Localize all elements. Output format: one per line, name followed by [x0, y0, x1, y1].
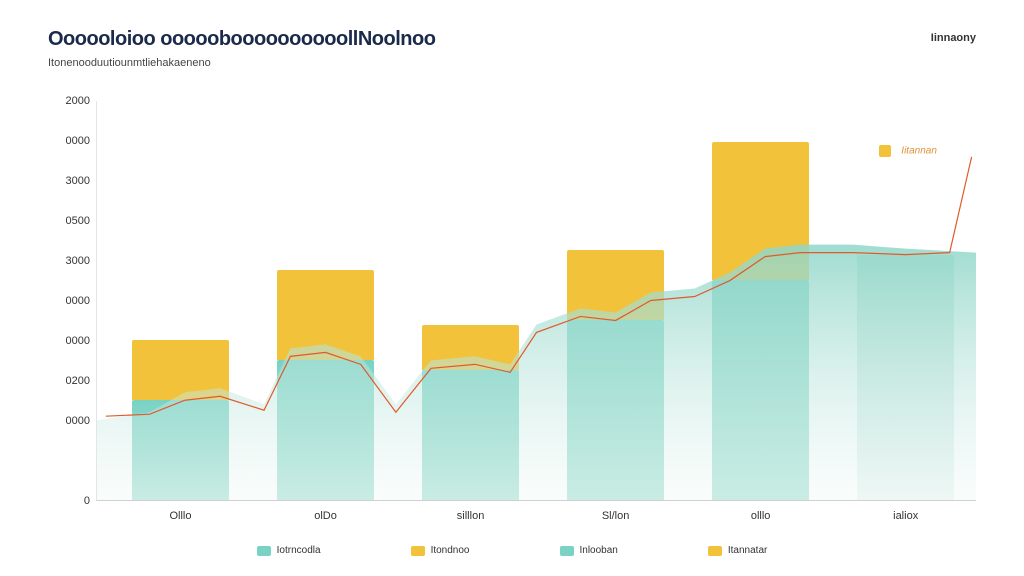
x-tick-label: silllon [422, 510, 519, 522]
legend-label: Itondnoo [431, 545, 470, 556]
bar-column: olllo [712, 101, 809, 500]
bar-bottom [857, 255, 954, 500]
y-tick-label: 0000 [66, 335, 90, 347]
legend-swatch [257, 546, 271, 556]
annotation-label: Iitannan [901, 146, 937, 157]
annotation-swatch [879, 145, 891, 157]
x-tick-label: olDo [277, 510, 374, 522]
legend-label: Iotrncodla [277, 545, 321, 556]
legend-item: Iotrncodla [257, 545, 321, 556]
line-series [106, 157, 972, 416]
bar-top [422, 325, 519, 370]
plot-area: ialiox olllo Sl/lon silllon olDo Olllo Iitann… [96, 101, 976, 501]
bar-top [132, 340, 229, 400]
x-tick-label: olllo [712, 510, 809, 522]
legend-swatch [411, 546, 425, 556]
legend: Iotrncodla Itondnoo Inlooban Itannatar [48, 545, 976, 556]
legend-item: Itannatar [708, 545, 767, 556]
x-tick-label: Sl/lon [567, 510, 664, 522]
y-tick-label: 0500 [66, 215, 90, 227]
bar-bottom [567, 320, 664, 500]
chart: 2000000030000500300000000000020000000 ia… [48, 101, 976, 501]
bar-bottom [132, 400, 229, 500]
y-tick-label: 2000 [66, 95, 90, 107]
bar-top [567, 250, 664, 320]
y-tick-label: 0000 [66, 415, 90, 427]
bar-column: Olllo [132, 101, 229, 500]
legend-item: Inlooban [560, 545, 618, 556]
legend-swatch [560, 546, 574, 556]
legend-label: Inlooban [580, 545, 618, 556]
y-axis: 2000000030000500300000000000020000000 [48, 101, 96, 501]
bar-column: silllon [422, 101, 519, 500]
y-tick-label: 0 [84, 495, 90, 507]
bar-bottom [422, 370, 519, 500]
bar-column: ialiox [857, 101, 954, 500]
y-tick-label: 3000 [66, 175, 90, 187]
bar-bottom [277, 360, 374, 500]
bar-bottom [712, 280, 809, 500]
x-tick-label: Olllo [132, 510, 229, 522]
bar-column: olDo [277, 101, 374, 500]
overlay-svg [97, 101, 976, 500]
legend-swatch [708, 546, 722, 556]
corner-label: Iinnaony [931, 32, 976, 44]
y-tick-label: 0000 [66, 295, 90, 307]
chart-title: Oooooloioo oooooboooooooooollNoolnoo [48, 28, 435, 51]
series-annotation: Iitannan [879, 145, 937, 157]
x-tick-label: ialiox [857, 510, 954, 522]
y-tick-label: 0200 [66, 375, 90, 387]
y-tick-label: 0000 [66, 135, 90, 147]
legend-label: Itannatar [728, 545, 767, 556]
y-tick-label: 3000 [66, 255, 90, 267]
chart-subtitle: Itonenooduutiounmtliehakaeneno [48, 57, 435, 69]
bar-top [277, 270, 374, 360]
bar-column: Sl/lon [567, 101, 664, 500]
area-series [97, 245, 976, 500]
bar-top [712, 142, 809, 280]
legend-item: Itondnoo [411, 545, 470, 556]
